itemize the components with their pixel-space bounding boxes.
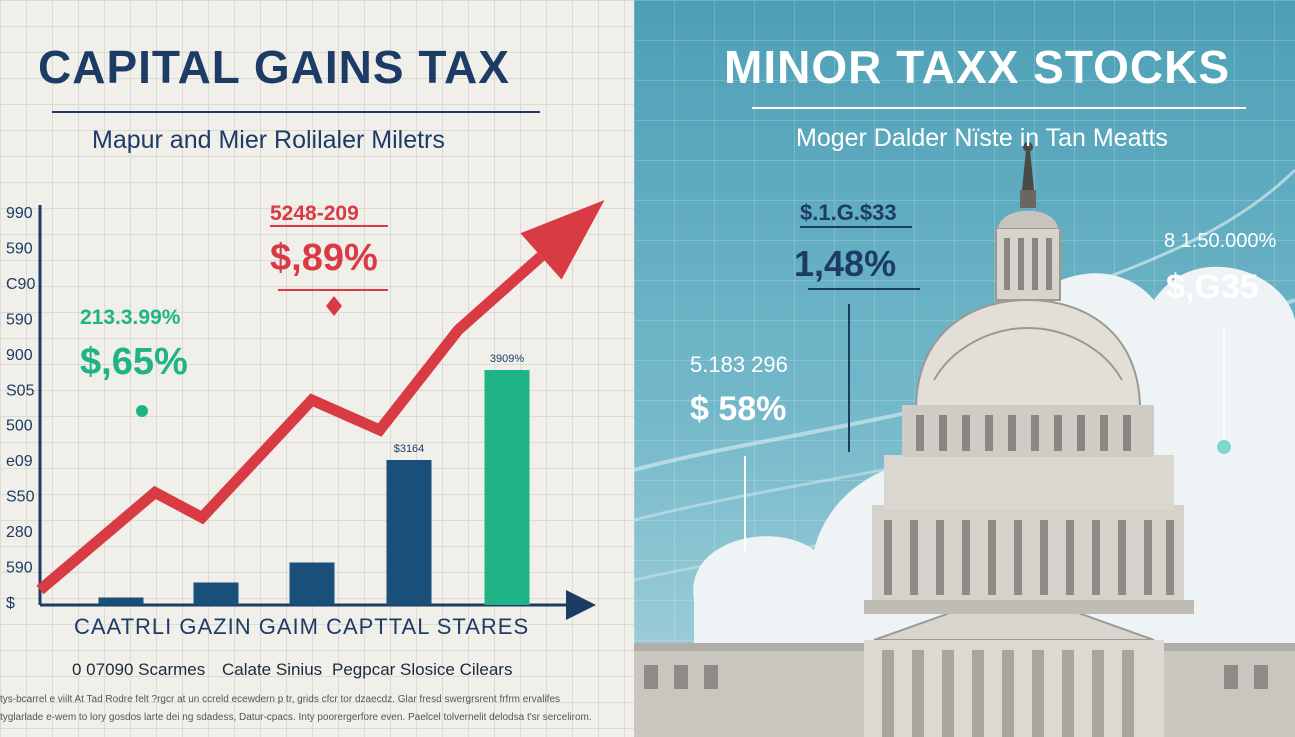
right-ann1-rule-bottom [808,288,920,290]
minor-tax-stocks-panel: MINOR TAXX STOCKS Moger Dalder Nïste in … [634,0,1295,737]
annotation-teal-value: $,65% [80,341,188,383]
y-tick-label: 590 [6,240,33,257]
capital-gains-chart: 990 590 C90 590 900 S05 500 e09 S50 280 590 $ $3164… [6,200,605,620]
annotation-red-top: 5248-209 [270,202,359,225]
right-ann3-top: 5.183 296 [690,352,788,377]
right-ann2-dot [1217,440,1231,454]
annotation-red-diamond [326,296,342,316]
capital-gains-panel: CAPITAL GAINS TAX Mapur and Mier Rolilal… [0,0,634,737]
y-tick-label: 500 [6,418,33,435]
bar-series: $3164 3909% [98,353,530,605]
annotation-teal-top: 213.3.99% [80,306,181,329]
annotation-red-value: $,89% [270,237,378,279]
y-tick-label: 280 [6,524,33,541]
y-tick-label: 590 [6,311,33,328]
right-ann1-rule-top [800,226,912,228]
left-annotations: 213.3.99% $,65% 5248-209 $,89% [80,202,388,417]
trend-line-group [36,200,605,595]
legend-item-1: 0 07090 Scarmes [72,660,206,679]
bar [386,460,432,605]
right-ann2-top: 8 1.50.000% [1164,230,1277,252]
bar [193,582,239,605]
left-subtitle: Mapur and Mier Rolilaler Miletrs [92,126,445,154]
fine-print-1: tys-bcarrel e viilt At Tad Rodre felt ?r… [0,694,561,705]
left-title-rule [52,111,540,113]
bar [484,370,530,605]
bar-label: $3164 [394,443,425,455]
legend-item-2: Calate Sinius [222,660,323,679]
right-subtitle: Moger Dalder Nïste in Tan Meatts [796,124,1168,152]
right-ann1-top: $.1.G.$33 [800,200,897,225]
trend-arrowhead [520,200,605,280]
y-tick-label: C90 [6,276,35,293]
right-ann2-value: $,G35 [1166,268,1259,306]
left-title: CAPITAL GAINS TAX [38,41,510,93]
y-tick-labels: 990 590 C90 590 900 S05 500 e09 S50 280 590 $ [6,205,35,612]
right-ann3-value: $ 58% [690,390,787,428]
fine-print-2: tyglarlade e-wem to lory gosdos larte de… [0,712,592,723]
category-caption: CAATRLI GAZIN GAIM CAPTTAL STARES [74,614,530,639]
y-tick-label: S05 [6,382,35,399]
legend-item-3: Pegpcar Slosice Cilears [332,660,513,679]
right-ann1-value: 1,48% [794,243,897,284]
y-tick-label: 900 [6,347,33,364]
bar [289,562,335,605]
right-ann2-connector [1223,330,1225,442]
annotation-teal-dot [136,405,148,417]
y-tick-label: S50 [6,489,35,506]
right-title: MINOR TAXX STOCKS [724,41,1230,93]
y-tick-label: 990 [6,205,33,222]
right-ann3-connector [744,456,746,552]
right-title-rule [752,107,1246,109]
capitol-illustration [634,142,1295,737]
right-ann1-connector [848,304,850,452]
bar [98,597,144,605]
trend-line [36,252,545,595]
y-tick-label: $ [6,595,15,612]
y-tick-label: 590 [6,560,33,577]
y-tick-label: e09 [6,453,33,470]
bar-label: 3909% [490,353,524,365]
